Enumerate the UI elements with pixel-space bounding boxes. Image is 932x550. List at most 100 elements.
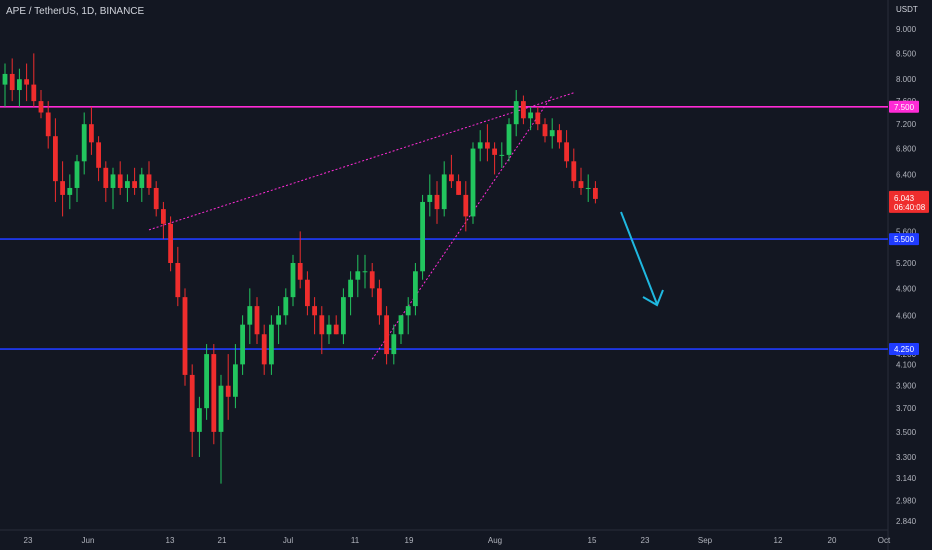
candle-12 bbox=[89, 106, 94, 155]
trendline-1[interactable] bbox=[371, 95, 553, 360]
time-tick-label: Oct bbox=[878, 536, 891, 545]
candle-9 bbox=[67, 174, 73, 210]
svg-text:4.250: 4.250 bbox=[894, 345, 915, 354]
candle-79 bbox=[571, 148, 577, 188]
candle-64 bbox=[463, 181, 469, 232]
candle-47 bbox=[341, 288, 346, 345]
candle-8 bbox=[60, 161, 65, 217]
arrow-shaft bbox=[620, 211, 658, 305]
candle-6 bbox=[45, 101, 51, 149]
candle-75 bbox=[542, 118, 548, 143]
candle-57 bbox=[413, 262, 418, 316]
time-tick-label: 13 bbox=[166, 536, 175, 545]
chart-title: APE / TetherUS, 1D, BINANCE bbox=[6, 6, 145, 17]
candle-69 bbox=[499, 142, 505, 168]
candle-4 bbox=[31, 53, 37, 107]
candle-54 bbox=[391, 324, 397, 365]
candle-51 bbox=[369, 262, 375, 298]
price-tick-label: 2.840 bbox=[896, 517, 917, 526]
candle-49 bbox=[355, 254, 361, 298]
price-tick-label: 5.600 bbox=[896, 227, 917, 236]
price-tick-label: 4.600 bbox=[896, 311, 917, 320]
candle-11 bbox=[81, 112, 87, 175]
candle-29 bbox=[211, 344, 217, 445]
candle-19 bbox=[139, 167, 145, 202]
candle-52 bbox=[377, 279, 382, 325]
time-tick-label: Jul bbox=[283, 536, 293, 545]
candle-24 bbox=[175, 246, 181, 307]
candle-15 bbox=[110, 167, 116, 210]
time-axis[interactable]: 23 Jun 13 21 Jul 11 19 Aug 15 23 Sep 12 20 Oct bbox=[24, 536, 891, 545]
candle-74 bbox=[535, 106, 541, 131]
price-tick-label: 6.800 bbox=[896, 145, 917, 154]
time-tick-label: Sep bbox=[698, 536, 713, 545]
candle-3 bbox=[24, 63, 29, 102]
candle-38 bbox=[276, 306, 281, 345]
price-tick-label: 3.140 bbox=[896, 474, 917, 483]
candle-27 bbox=[197, 396, 202, 457]
price-tick-label: 5.200 bbox=[896, 259, 917, 268]
time-tick-label: Aug bbox=[488, 536, 502, 545]
candle-35 bbox=[254, 297, 260, 345]
price-tick-label: 3.900 bbox=[896, 382, 917, 391]
candle-61 bbox=[441, 161, 447, 217]
candle-43 bbox=[312, 297, 317, 335]
candles bbox=[2, 53, 598, 484]
candle-65 bbox=[470, 142, 476, 224]
candle-22 bbox=[161, 201, 166, 240]
time-tick-label: 11 bbox=[351, 536, 360, 545]
candle-37 bbox=[269, 315, 274, 375]
price-tick-label: 8.500 bbox=[896, 49, 917, 58]
candle-28 bbox=[204, 344, 209, 420]
candle-2 bbox=[17, 68, 22, 107]
candle-42 bbox=[305, 271, 310, 316]
svg-text:06:40:08: 06:40:08 bbox=[894, 203, 926, 212]
price-tick-label: 4.900 bbox=[896, 284, 917, 293]
candle-39 bbox=[283, 288, 289, 325]
candle-72 bbox=[521, 95, 526, 125]
price-tick-label: 9.000 bbox=[896, 25, 917, 34]
price-tick-label: 7.200 bbox=[896, 120, 917, 129]
candle-45 bbox=[326, 315, 332, 345]
candle-70 bbox=[506, 118, 512, 162]
candle-82 bbox=[593, 181, 598, 204]
candle-34 bbox=[247, 288, 253, 345]
trendlines bbox=[148, 92, 574, 360]
time-tick-label: 23 bbox=[641, 536, 650, 545]
time-tick-label: 12 bbox=[774, 536, 783, 545]
candle-80 bbox=[578, 167, 584, 195]
candle-13 bbox=[96, 136, 101, 182]
candle-14 bbox=[103, 161, 109, 202]
time-tick-label: Jun bbox=[82, 536, 95, 545]
candle-73 bbox=[528, 106, 533, 131]
candle-10 bbox=[74, 154, 80, 202]
candle-68 bbox=[492, 142, 497, 175]
candle-23 bbox=[168, 216, 173, 272]
level-price-tag-2: 4.250 bbox=[889, 343, 919, 356]
level-price-tag-1: 5.500 bbox=[889, 233, 919, 246]
candle-33 bbox=[240, 315, 245, 375]
candle-63 bbox=[456, 174, 461, 195]
candle-44 bbox=[319, 306, 325, 355]
horizontal-levels bbox=[0, 105, 888, 350]
price-unit-label: USDT bbox=[896, 5, 918, 14]
candle-16 bbox=[117, 161, 123, 195]
candle-21 bbox=[153, 181, 159, 217]
candle-36 bbox=[261, 324, 267, 375]
candle-25 bbox=[182, 288, 188, 386]
time-tick-label: 23 bbox=[24, 536, 33, 545]
candle-7 bbox=[53, 118, 58, 202]
candle-0 bbox=[2, 63, 8, 107]
candle-67 bbox=[485, 124, 490, 162]
level-price-tag-0: 7.500 bbox=[889, 100, 919, 113]
candle-56 bbox=[405, 297, 411, 335]
candle-55 bbox=[398, 315, 404, 345]
candle-76 bbox=[549, 118, 555, 149]
time-tick-label: 15 bbox=[588, 536, 597, 545]
svg-text:5.500: 5.500 bbox=[894, 235, 915, 244]
time-tick-label: 19 bbox=[405, 536, 414, 545]
